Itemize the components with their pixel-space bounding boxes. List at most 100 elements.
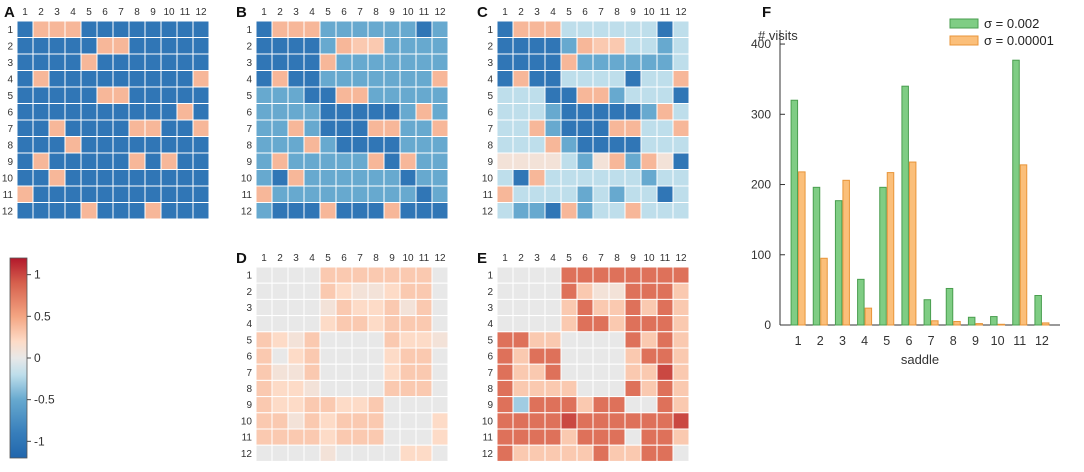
panel-e-cell-10-12 (672, 412, 690, 430)
panel-e-cell-4-11 (656, 315, 674, 333)
panel-c-cell-1-12 (672, 20, 690, 38)
panel-d-row-label-10: 10 (241, 416, 253, 427)
panel-f-bar-series-2-saddle-5 (886, 172, 895, 326)
panel-d-row-label-1: 1 (246, 271, 252, 282)
panel-b-cell-5-12 (431, 86, 449, 104)
panel-d-cell-7-8 (367, 363, 385, 381)
panel-b-cell-10-9 (383, 169, 401, 187)
panel-f-bar-series-2-saddle-9 (975, 323, 983, 326)
panel-b-cell-12-2 (271, 202, 289, 220)
panel-d-cell-10-8 (367, 412, 385, 430)
panel-a-cell-11-4 (64, 185, 82, 203)
panel-c-cell-11-2 (512, 185, 530, 203)
panel-b-cell-1-6 (335, 20, 353, 38)
panel-a-cell-7-9 (144, 119, 162, 137)
panel-a-cell-7-5 (80, 119, 98, 137)
panel-e-cell-8-4 (544, 379, 562, 398)
panel-d-row-label-4: 4 (246, 319, 252, 330)
panel-a-cell-1-8 (128, 20, 146, 38)
panel-c-cell-2-8 (608, 37, 626, 55)
panel-b-cell-3-9 (383, 53, 401, 71)
panel-c-cell-11-11 (656, 185, 674, 203)
panel-c-cell-9-3 (528, 152, 546, 170)
panel-f-x-tick-label-5: 5 (883, 334, 890, 348)
panel-e-cell-6-12 (672, 347, 690, 365)
panel-e-cell-2-8 (608, 282, 626, 300)
panel-b-cell-11-12 (431, 185, 449, 203)
panel-d-cell-5-7 (351, 331, 369, 349)
panel-letter-c: C (477, 4, 488, 21)
panel-d-cell-12-7 (351, 444, 369, 462)
panel-c-cell-6-3 (528, 103, 546, 121)
panel-b-row-label-11: 11 (242, 190, 253, 201)
panel-d-cell-11-5 (319, 428, 337, 446)
panel-a-row-label-11: 11 (3, 190, 14, 201)
panel-b-cell-5-10 (399, 86, 417, 104)
panel-f-bar-series-1-saddle-2 (812, 186, 821, 326)
panel-e-cell-12-3 (528, 444, 546, 462)
panel-d-cell-1-2 (271, 266, 289, 284)
panel-f-bar-series-1-saddle-11 (1012, 59, 1020, 326)
panel-d-cell-7-2 (271, 363, 289, 381)
panel-a-cell-12-9 (144, 202, 162, 220)
panel-d-row-label-9: 9 (246, 400, 252, 411)
panel-d-cell-7-10 (399, 363, 417, 381)
panel-c-cell-10-2 (512, 169, 530, 187)
panel-a-col-label-3: 3 (54, 7, 60, 18)
panel-f-x-tick-label-11: 11 (1013, 334, 1026, 348)
panel-b-cell-7-12 (431, 119, 449, 137)
panel-d-cell-3-12 (431, 298, 449, 317)
panel-e-cell-2-9 (624, 282, 642, 300)
panel-a-cell-6-12 (192, 103, 210, 121)
panel-e-cell-3-8 (608, 298, 626, 317)
panel-c-cell-3-6 (576, 53, 594, 71)
panel-a-cell-7-11 (176, 119, 194, 137)
panel-a-cell-5-4 (64, 86, 82, 104)
panel-d-cell-12-11 (415, 444, 433, 462)
panel-c-cell-11-6 (576, 185, 594, 203)
panel-e-cell-3-1 (496, 298, 514, 317)
panel-d-cell-4-7 (351, 315, 369, 333)
panel-a-cell-6-4 (64, 103, 82, 121)
panel-a-cell-6-7 (112, 103, 130, 121)
panel-a-cell-7-3 (48, 119, 66, 137)
panel-e-cell-6-8 (608, 347, 626, 365)
panel-c-cell-1-10 (640, 20, 658, 38)
panel-e-cell-6-1 (496, 347, 514, 365)
panel-b-cell-4-4 (303, 70, 321, 88)
panel-e-cell-3-4 (544, 298, 562, 317)
panel-b-cell-3-2 (271, 53, 289, 71)
panel-a-cell-2-8 (128, 37, 146, 55)
panel-e-cell-10-9 (624, 412, 642, 430)
panel-a-cell-1-6 (96, 20, 114, 38)
panel-e-cell-8-2 (512, 379, 530, 398)
panel-a-cell-12-5 (80, 202, 98, 220)
panel-c-col-label-7: 7 (598, 7, 604, 18)
panel-c-col-label-1: 1 (502, 7, 508, 18)
panel-e-cell-5-10 (640, 331, 658, 349)
panel-e-row-label-12: 12 (482, 449, 494, 460)
panel-e-cell-11-8 (608, 428, 626, 446)
panel-b-cell-7-11 (415, 119, 433, 137)
panel-d-cell-7-6 (335, 363, 353, 381)
panel-d-cell-7-1 (255, 363, 273, 381)
panel-b-cell-1-8 (367, 20, 385, 38)
panel-c-row-label-7: 7 (487, 124, 493, 135)
panel-a-cell-9-5 (80, 152, 98, 170)
panel-d-cell-3-7 (351, 298, 369, 317)
panel-b-cell-2-2 (271, 37, 289, 55)
panel-e-cell-7-7 (592, 363, 610, 381)
panel-e-row-label-8: 8 (487, 384, 493, 395)
panel-a-cell-1-4 (64, 20, 82, 38)
panel-d-cell-5-9 (383, 331, 401, 349)
panel-c-cell-7-5 (560, 119, 578, 137)
panel-d-cell-12-1 (255, 444, 273, 462)
panel-e-cell-9-5 (560, 396, 578, 414)
panel-d-col-label-7: 7 (357, 253, 363, 264)
panel-c-cell-8-10 (640, 136, 658, 154)
panel-e-row-label-10: 10 (482, 416, 494, 427)
panel-b-cell-2-1 (255, 37, 273, 55)
panel-c-cell-8-12 (672, 136, 690, 154)
panel-b-cell-3-1 (255, 53, 273, 71)
panel-d-col-label-4: 4 (309, 253, 315, 264)
